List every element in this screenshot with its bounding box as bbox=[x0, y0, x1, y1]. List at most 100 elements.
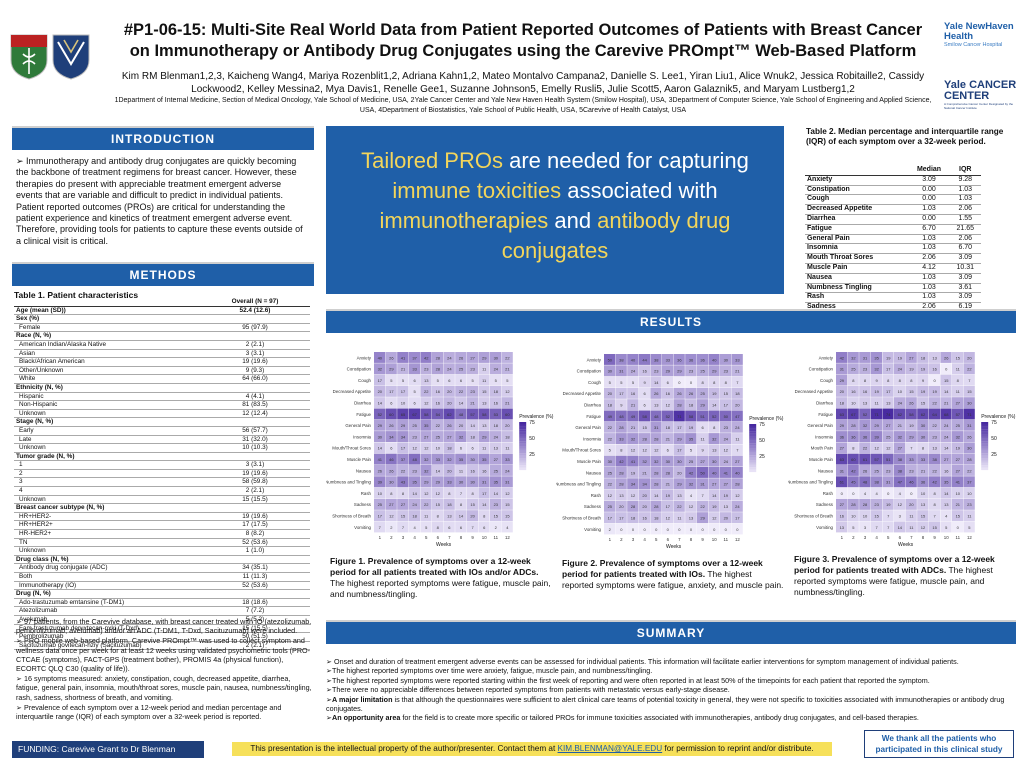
heatmap-cell bbox=[501, 408, 513, 420]
heatmap-cell-value: 5 bbox=[425, 525, 428, 530]
heatmap-cell bbox=[940, 498, 952, 510]
heatmap-cell-value: 34 bbox=[389, 434, 394, 439]
heatmap-cell bbox=[836, 510, 848, 522]
heatmap-cell-value: 23 bbox=[724, 369, 729, 374]
heatmap-cell-value: 12 bbox=[712, 516, 717, 521]
heatmap-cell bbox=[397, 442, 409, 454]
heatmap-cell-value: 52 bbox=[378, 412, 383, 417]
table-cell: 9.28 bbox=[949, 175, 981, 186]
heatmap-cell-value: 71 bbox=[677, 414, 682, 419]
heatmap-cell bbox=[894, 487, 906, 499]
legend-gradient-step bbox=[519, 450, 527, 454]
table-cell: Diarrhea bbox=[805, 214, 909, 225]
heatmap-cell-value: 0 bbox=[690, 527, 693, 532]
heatmap-cell bbox=[443, 465, 455, 476]
summary-heading: SUMMARY bbox=[326, 620, 1016, 644]
heatmap-cell bbox=[836, 397, 848, 409]
heatmap-cell bbox=[478, 521, 490, 533]
heatmap-cell bbox=[836, 453, 848, 465]
table-row: Cough 0.00 1.03 bbox=[805, 194, 981, 206]
heatmap-cell bbox=[443, 385, 455, 397]
heatmap-x-tick: 3 bbox=[864, 535, 867, 540]
heatmap-cell bbox=[870, 352, 882, 363]
heatmap-cell bbox=[374, 408, 386, 420]
legend-gradient-step bbox=[519, 446, 527, 449]
heatmap-cell bbox=[685, 399, 697, 411]
heatmap-cell-value: 8 bbox=[887, 378, 890, 383]
table-row: Unknown 15 (15.5) bbox=[14, 495, 310, 505]
table-cell: 9 (9.3) bbox=[200, 366, 310, 376]
heatmap-cell bbox=[847, 374, 859, 386]
heatmap-cell bbox=[604, 410, 616, 422]
heatmap-cell bbox=[905, 510, 917, 522]
heatmap-cell bbox=[928, 352, 940, 363]
heatmap-cell-value: 23 bbox=[412, 468, 417, 473]
heatmap-cell bbox=[905, 374, 917, 386]
heatmap-cell-value: 19 bbox=[956, 446, 961, 451]
heatmap-cell-value: 18 bbox=[840, 401, 845, 406]
heatmap-cell bbox=[385, 408, 397, 420]
heatmap-cell bbox=[638, 365, 650, 377]
heatmap-cell-value: 18 bbox=[505, 434, 510, 439]
heatmap-cell bbox=[662, 489, 674, 501]
heatmap-cell-value: 17 bbox=[886, 367, 891, 372]
heatmap-cell-value: 25 bbox=[459, 367, 464, 372]
heatmap-cell bbox=[420, 408, 432, 420]
heatmap-cell-value: 41 bbox=[401, 355, 406, 360]
heatmap-cell bbox=[455, 453, 467, 465]
legend-gradient-step bbox=[519, 455, 527, 459]
heatmap-row-label: Diarrhea bbox=[354, 401, 371, 406]
table-cell: 3.09 bbox=[949, 273, 981, 284]
heatmap-cell bbox=[928, 476, 940, 488]
heatmap-cell bbox=[490, 453, 502, 465]
contact-email-link[interactable]: KIM.BLENMAN@YALE.EDU bbox=[557, 744, 663, 753]
heatmap-cell-value: 62 bbox=[898, 412, 903, 417]
heatmap-cell-value: 34 bbox=[631, 482, 636, 487]
legend-gradient-step bbox=[981, 424, 989, 427]
table-cell: Non-Hispanic bbox=[14, 400, 200, 410]
heatmap-cell-value: 7 bbox=[736, 380, 739, 385]
heatmap-cell-value: 5 bbox=[495, 378, 498, 383]
heatmap-cell-value: 33 bbox=[619, 436, 624, 441]
table-cell: TN bbox=[14, 538, 200, 548]
ip-notice: This presentation is the intellectual pr… bbox=[232, 742, 832, 756]
table-cell: 21.65 bbox=[949, 224, 981, 235]
heatmap-row-label: Constipation bbox=[809, 367, 834, 372]
heatmap-cell bbox=[662, 467, 674, 478]
heatmap-cell-value: 6 bbox=[460, 525, 463, 530]
table-row: White 64 (66.0) bbox=[14, 374, 310, 384]
heatmap-cell bbox=[685, 387, 697, 399]
heatmap-cell bbox=[917, 397, 929, 409]
legend-gradient-step bbox=[749, 426, 757, 429]
heatmap-cell-value: 58 bbox=[482, 412, 487, 417]
heatmap-cell bbox=[870, 453, 882, 465]
heatmap-cell-value: 16 bbox=[470, 468, 475, 473]
heatmap-cell-value: 30 bbox=[967, 446, 972, 451]
heatmap-cell bbox=[420, 510, 432, 522]
heatmap-cell bbox=[836, 521, 848, 533]
heatmap-cell-value: 14 bbox=[436, 468, 441, 473]
heatmap-cell bbox=[859, 498, 871, 510]
heatmap-cell-value: 6 bbox=[413, 378, 416, 383]
heatmap-cell-value: 24 bbox=[735, 504, 740, 509]
heatmap-row-label: Diarrhea bbox=[584, 403, 601, 408]
heatmap-cell-value: 17 bbox=[666, 504, 671, 509]
heatmap-row-label: Shortness of Breath bbox=[794, 514, 833, 519]
heatmap-cell-value: 8 bbox=[402, 491, 405, 496]
table-cell: 4.12 bbox=[908, 263, 950, 274]
heatmap-cell bbox=[604, 399, 616, 411]
table-cell: 15 (15.5) bbox=[200, 624, 310, 634]
heatmap-cell bbox=[604, 376, 616, 388]
table-cell: 2 bbox=[14, 469, 200, 479]
heatmap-cell-value: 10 bbox=[956, 491, 961, 496]
heatmap-cell-value: 20 bbox=[447, 389, 452, 394]
heatmap-cell bbox=[870, 431, 882, 442]
heatmap-cell-value: 16 bbox=[851, 389, 856, 394]
heatmap-cell-value: 50 bbox=[700, 470, 705, 475]
heatmap-cell-value: 26 bbox=[459, 355, 464, 360]
heatmap-cell bbox=[673, 489, 685, 501]
heatmap-x-tick: 5 bbox=[887, 535, 890, 540]
heatmap-cell bbox=[455, 374, 467, 386]
table-row: Unknown 1 (1.0) bbox=[14, 546, 310, 556]
heatmap-cell bbox=[882, 397, 894, 409]
